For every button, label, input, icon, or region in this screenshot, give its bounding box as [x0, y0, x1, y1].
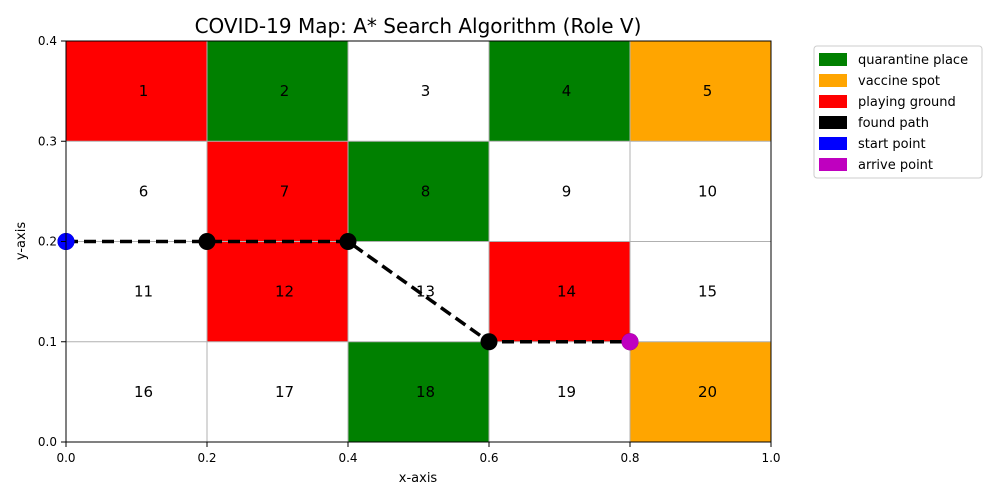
- map-cell: [207, 241, 348, 342]
- y-tick-label: 0.3: [38, 134, 57, 148]
- cell-label: 6: [139, 182, 149, 200]
- map-cell: [348, 341, 489, 442]
- legend-label: start point: [858, 137, 926, 152]
- legend: quarantine place vaccine spot playing grou…: [813, 45, 983, 179]
- x-tick-label: 0.8: [620, 451, 639, 465]
- legend-label: vaccine spot: [858, 74, 940, 89]
- path-node: [198, 233, 216, 250]
- cell-label: 17: [275, 383, 294, 401]
- legend-swatch: [819, 158, 847, 171]
- map-cell: [66, 41, 207, 142]
- map-cell: [66, 341, 207, 442]
- map-cell: [489, 341, 630, 442]
- cell-label: 14: [557, 283, 576, 301]
- cell-label: 8: [421, 182, 431, 200]
- map-cell: [630, 41, 771, 142]
- y-tick-label: 0.4: [38, 34, 57, 48]
- map-cell: [630, 241, 771, 342]
- legend-swatch: [819, 137, 847, 150]
- map-cell: [630, 341, 771, 442]
- x-axis-label: x-axis: [399, 471, 438, 486]
- map-cell: [66, 141, 207, 242]
- legend-label: quarantine place: [858, 53, 968, 68]
- path-node: [339, 233, 357, 250]
- map-cell: [207, 41, 348, 142]
- y-tick-label: 0.2: [38, 235, 57, 249]
- map-cell: [489, 41, 630, 142]
- x-tick-label: 1.0: [761, 451, 780, 465]
- legend-items: quarantine place vaccine spot playing grou…: [819, 53, 968, 173]
- cell-label: 15: [698, 283, 717, 301]
- cell-label: 9: [562, 182, 572, 200]
- legend-swatch: [819, 53, 847, 66]
- map-cell: [489, 141, 630, 242]
- legend-swatch: [819, 95, 847, 108]
- cell-label: 16: [134, 383, 153, 401]
- legend-label: arrive point: [858, 158, 933, 173]
- legend-swatch: [819, 74, 847, 87]
- legend-swatch: [819, 116, 847, 129]
- cell-label: 3: [421, 82, 431, 100]
- x-axis: 0.0 0.2 0.4 0.6 0.8 1.0: [56, 442, 781, 465]
- map-cell: [348, 41, 489, 142]
- legend-frame: [813, 45, 983, 179]
- map-cell: [630, 141, 771, 242]
- cell-label: 18: [416, 383, 435, 401]
- chart-title: COVID-19 Map: A* Search Algorithm (Role …: [195, 14, 642, 38]
- cell-label: 1: [139, 82, 149, 100]
- cell-label: 5: [703, 82, 713, 100]
- cell-label: 19: [557, 383, 576, 401]
- map-cell: [207, 141, 348, 242]
- map-cell: [66, 241, 207, 342]
- cell-label: 12: [275, 283, 294, 301]
- map-cell: [489, 241, 630, 342]
- map-cell: [348, 141, 489, 242]
- x-tick-label: 0.4: [338, 451, 357, 465]
- cell-label: 7: [280, 182, 290, 200]
- y-tick-label: 0.1: [38, 335, 57, 349]
- cell-label: 13: [416, 283, 435, 301]
- arrive-point-marker: [621, 333, 639, 351]
- y-axis-label: y-axis: [14, 222, 29, 260]
- map-cell: [207, 341, 348, 442]
- cell-label: 4: [562, 82, 572, 100]
- path-node: [480, 333, 498, 351]
- cell-label: 20: [698, 383, 717, 401]
- x-tick-label: 0.2: [197, 451, 216, 465]
- legend-label: found path: [858, 116, 929, 131]
- cell-label: 11: [134, 283, 153, 301]
- x-tick-label: 0.6: [479, 451, 498, 465]
- x-tick-label: 0.0: [56, 451, 75, 465]
- legend-label: playing ground: [858, 95, 956, 110]
- cell-label: 10: [698, 182, 717, 200]
- y-tick-label: 0.0: [38, 435, 57, 449]
- y-axis: 0.0 0.1 0.2 0.3 0.4: [38, 34, 66, 449]
- cell-label: 2: [280, 82, 290, 100]
- map-cells: [66, 41, 771, 442]
